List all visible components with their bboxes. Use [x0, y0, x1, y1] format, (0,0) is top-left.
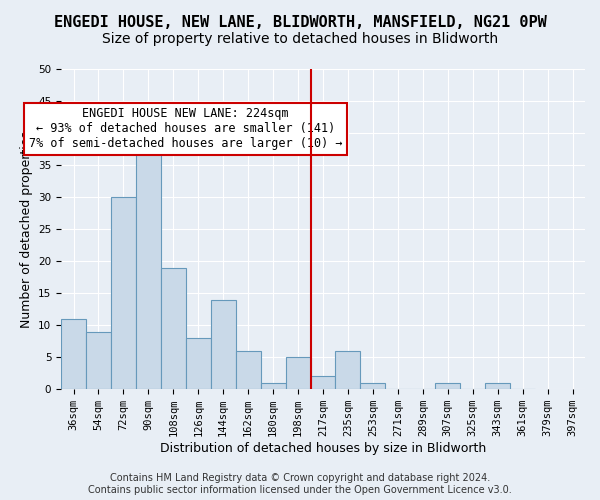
Text: Size of property relative to detached houses in Blidworth: Size of property relative to detached ho… [102, 32, 498, 46]
Bar [435, 383, 460, 389]
Text: Contains HM Land Registry data © Crown copyright and database right 2024.
Contai: Contains HM Land Registry data © Crown c… [88, 474, 512, 495]
Bar [361, 383, 385, 389]
Bar [286, 357, 311, 389]
Y-axis label: Number of detached properties: Number of detached properties [20, 130, 32, 328]
Bar [335, 351, 361, 389]
Bar [186, 338, 211, 389]
Bar [260, 383, 286, 389]
Bar [211, 300, 236, 389]
Bar [311, 376, 335, 389]
Bar [86, 332, 111, 389]
Bar [161, 268, 186, 389]
Bar [61, 319, 86, 389]
Bar [236, 351, 260, 389]
Bar [136, 146, 161, 389]
Bar [485, 383, 510, 389]
X-axis label: Distribution of detached houses by size in Blidworth: Distribution of detached houses by size … [160, 442, 486, 455]
Bar [111, 197, 136, 389]
Text: ENGEDI HOUSE, NEW LANE, BLIDWORTH, MANSFIELD, NG21 0PW: ENGEDI HOUSE, NEW LANE, BLIDWORTH, MANSF… [53, 15, 547, 30]
Text: ENGEDI HOUSE NEW LANE: 224sqm
← 93% of detached houses are smaller (141)
7% of s: ENGEDI HOUSE NEW LANE: 224sqm ← 93% of d… [29, 108, 343, 150]
